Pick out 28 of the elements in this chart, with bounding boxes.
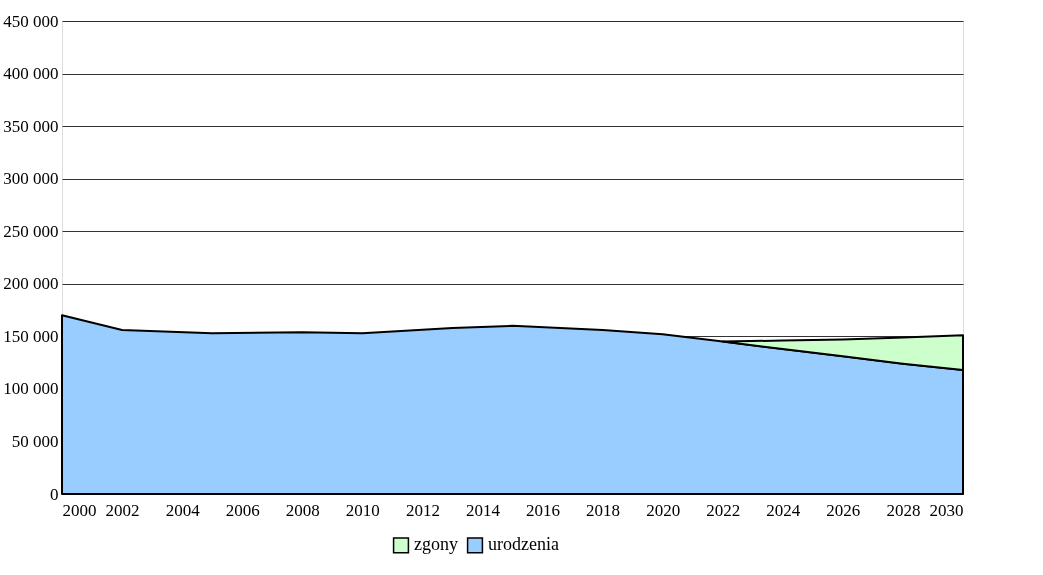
x-tick-label: 2014	[465, 500, 501, 520]
x-tick-label: 2020	[646, 500, 681, 520]
y-tick-label: 400 000	[3, 64, 59, 84]
x-tick-label: 2018	[586, 500, 621, 520]
x-tick-label: 2016	[526, 500, 561, 520]
y-tick-label: 300 000	[3, 169, 59, 189]
x-tick-label: 2006	[225, 500, 260, 520]
x-tick-label: 2028	[886, 500, 921, 520]
x-tick-label: 2026	[826, 500, 861, 520]
x-tick-label: 2008	[285, 500, 320, 520]
x-tick-label: 2004	[165, 500, 201, 520]
y-tick-label: 450 000	[3, 11, 59, 31]
x-tick-label: 2030	[929, 500, 964, 520]
y-tick-label: 50 000	[11, 431, 59, 451]
x-tick-label: 2012	[405, 500, 440, 520]
x-tick-label: 2002	[105, 500, 140, 520]
y-tick-label: 150 000	[3, 326, 59, 346]
x-tick-label: 2022	[706, 500, 741, 520]
x-tick-label: 2024	[766, 500, 801, 520]
y-tick-label: 350 000	[3, 116, 59, 136]
y-tick-label: 250 000	[3, 221, 59, 241]
x-tick-label: 2000	[62, 500, 97, 520]
y-tick-label: 200 000	[3, 274, 59, 294]
legend-label: zgony	[414, 534, 458, 555]
legend-label: urodzenia	[488, 534, 559, 555]
x-tick-label: 2010	[345, 500, 380, 520]
y-tick-label: 100 000	[3, 379, 59, 399]
y-tick-label: 0	[50, 484, 59, 504]
